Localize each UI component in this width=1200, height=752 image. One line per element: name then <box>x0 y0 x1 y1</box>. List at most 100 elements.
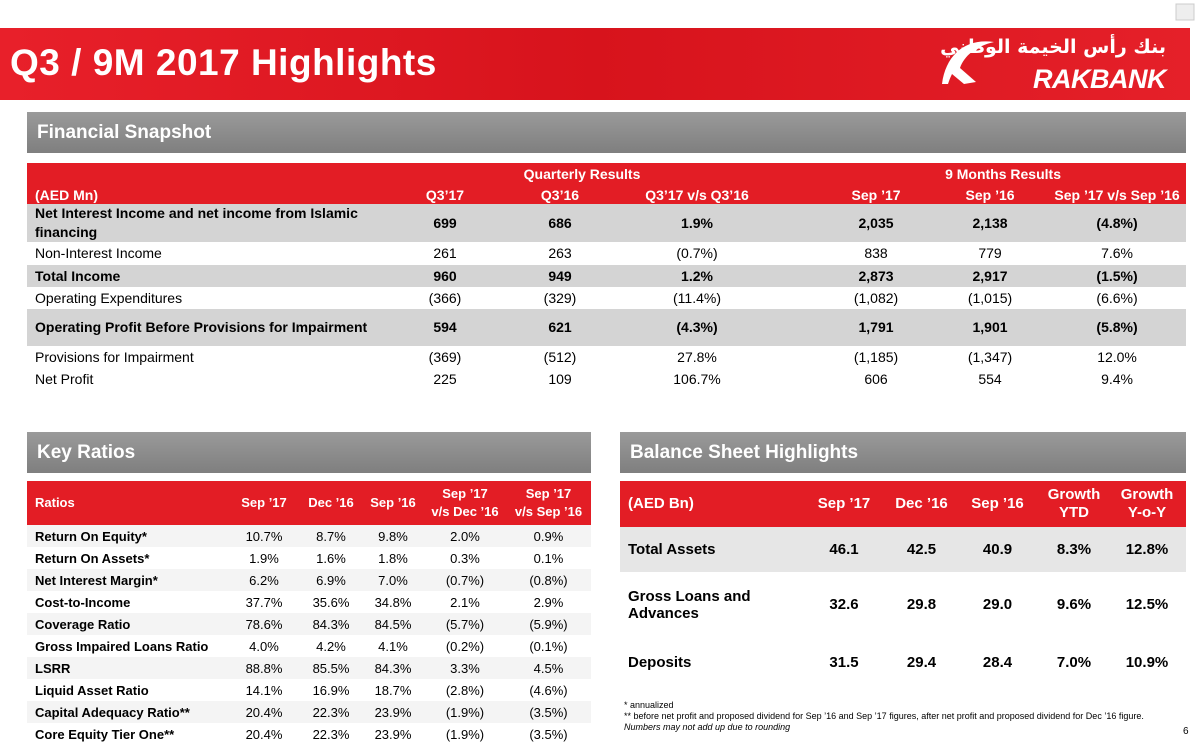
slide-title: Q3 / 9M 2017 Highlights <box>10 42 437 83</box>
table-row: Net Interest Income and net income from … <box>27 204 1187 242</box>
spacer <box>767 265 821 287</box>
cell: Sep ’17 v/s Sep ’16 <box>506 481 591 525</box>
header-row: Ratios Sep ’17 Dec ’16 Sep ’16 Sep ’17 v/s D… <box>27 481 591 525</box>
cell: 42.5 <box>888 527 955 572</box>
cell: 16.9% <box>312 682 350 698</box>
cell: 10.7% <box>228 525 300 547</box>
cell: 23.9% <box>362 701 424 723</box>
cell: (1,185) <box>853 348 899 365</box>
row-label: Gross Impaired Loans Ratio <box>35 638 209 654</box>
logo-text: RAKBANK <box>1033 64 1167 94</box>
cell: 23.9% <box>374 726 412 742</box>
cell: Sep ’16 <box>362 481 424 525</box>
footnote: Numbers may not add up due to rounding <box>624 722 791 732</box>
spacer <box>767 346 820 368</box>
spacer <box>767 242 820 265</box>
cell: 2,873 <box>820 265 933 287</box>
cell: 2.1% <box>450 594 480 610</box>
row-label: Deposits <box>628 654 692 671</box>
table-row: Core Equity Tier One** 20.4% 22.3% 23.9% (1.… <box>27 723 591 745</box>
cell: 2.9% <box>533 594 564 610</box>
cell: 22.3% <box>300 701 362 723</box>
cell: 20.4% <box>228 701 300 723</box>
cell: 949 <box>493 265 627 287</box>
section-title: Financial Snapshot <box>27 112 1186 153</box>
cell: 7.0% <box>362 569 424 591</box>
cell: Growth Y-o-Y <box>1108 481 1186 527</box>
cell: Sep ’16 <box>932 183 1049 204</box>
cell: (1.9%) <box>424 701 506 723</box>
cell: 225 <box>433 370 457 387</box>
cell: 699 <box>397 204 493 242</box>
group-header: 9 Months Results <box>820 163 1187 183</box>
header-row: (AED Bn) Sep ’17 Dec ’16 Sep ’16 Growth YTD G… <box>620 481 1186 527</box>
cell: (4.3%) <box>627 309 768 346</box>
table-row: Cost-to-Income 37.7% 35.6% 34.8% 2.1% 2.9% <box>27 591 591 613</box>
cell: 29.8 <box>906 596 937 613</box>
cell: 2,138 <box>932 204 1049 242</box>
cell: 46.1 <box>800 527 888 572</box>
cell: 4.0% <box>249 638 279 654</box>
cell: 32.6 <box>829 596 859 613</box>
header-banner: Q3 / 9M 2017 Highlights بنك رأس الخيمة ا… <box>0 28 1190 100</box>
cell: 40.9 <box>955 527 1040 572</box>
balance-table: (AED Bn) Sep ’17 Dec ’16 Sep ’16 Growth YTD G… <box>620 481 1186 688</box>
cell: 1.8% <box>378 550 408 566</box>
cell: 263 <box>548 245 572 261</box>
cell: 960 <box>397 265 493 287</box>
cell: 4.5% <box>506 657 591 679</box>
cell: 3.3% <box>424 657 506 679</box>
cell: 6.2% <box>228 569 300 591</box>
table-row: Operating Expenditures (366) (329) (11.4%) (… <box>27 287 1186 309</box>
cell: (5.9%) <box>506 613 591 635</box>
cell: 12.5% <box>1125 596 1169 613</box>
ratios-table: Ratios Sep ’17 Dec ’16 Sep ’16 Sep ’17 v/s D… <box>27 481 591 745</box>
row-label: Cost-to-Income <box>35 594 131 610</box>
cell: Sep ’17 v/s Sep ’16 <box>1048 183 1187 204</box>
table-row: Liquid Asset Ratio 14.1% 16.9% 18.7% (2.8%) (… <box>27 679 591 701</box>
corner-icon <box>1175 3 1195 21</box>
cell: 35.6% <box>312 594 350 610</box>
table-row: Coverage Ratio 78.6% 84.3% 84.5% (5.7%) (5.9%… <box>27 613 591 635</box>
cell: (0.1%) <box>529 638 568 654</box>
table-row: Operating Profit Before Provisions for I… <box>27 309 1187 346</box>
cell: 606 <box>864 370 888 387</box>
cell: (6.6%) <box>1096 289 1138 306</box>
row-label: Gross Loans and Advances <box>628 587 751 622</box>
cell: 686 <box>493 204 627 242</box>
table-row: Total Income 960 949 1.2% 2,873 2,917 (1.5%) <box>27 265 1187 287</box>
table-row: Net Interest Margin* 6.2% 6.9% 7.0% (0.7%) (0… <box>27 569 591 591</box>
cell: 7.0% <box>1056 654 1092 671</box>
cell: 2,035 <box>820 204 933 242</box>
cell: Dec ’16 <box>300 481 362 525</box>
cell: (2.8%) <box>445 682 485 698</box>
row-label: (AED Bn) <box>620 481 800 527</box>
cell: 18.7% <box>374 682 412 698</box>
cell: 29.4 <box>906 654 937 671</box>
cell: 10.9% <box>1125 654 1169 671</box>
cell: 12.8% <box>1108 527 1186 572</box>
cell: (4.8%) <box>1048 204 1187 242</box>
cell: Q3’17 <box>397 183 493 204</box>
group-header: Quarterly Results <box>397 163 768 183</box>
cell: 12.0% <box>1097 348 1137 365</box>
row-label: LSRR <box>27 657 228 679</box>
cell: Sep ’17 <box>800 481 888 527</box>
financial-table: Quarterly Results 9 Months Results (AED Mn… <box>27 163 1187 390</box>
cell: 1.9% <box>627 204 768 242</box>
cell: (3.5%) <box>506 701 591 723</box>
cell: 1.9% <box>249 550 279 566</box>
row-label: Return On Assets* <box>35 550 150 566</box>
spacer <box>767 163 821 183</box>
cell: 1.2% <box>627 265 768 287</box>
group-header-row: Quarterly Results 9 Months Results <box>27 163 1187 183</box>
row-label: Total Income <box>27 265 397 287</box>
cell: 27.8% <box>677 348 717 365</box>
spacer <box>767 204 821 242</box>
cell: 8.7% <box>300 525 362 547</box>
spacer <box>767 368 820 390</box>
cell: 1,791 <box>820 309 933 346</box>
row-label: Net Profit <box>35 370 94 387</box>
cell: 0.1% <box>533 550 564 566</box>
cell: (1,015) <box>967 289 1013 306</box>
